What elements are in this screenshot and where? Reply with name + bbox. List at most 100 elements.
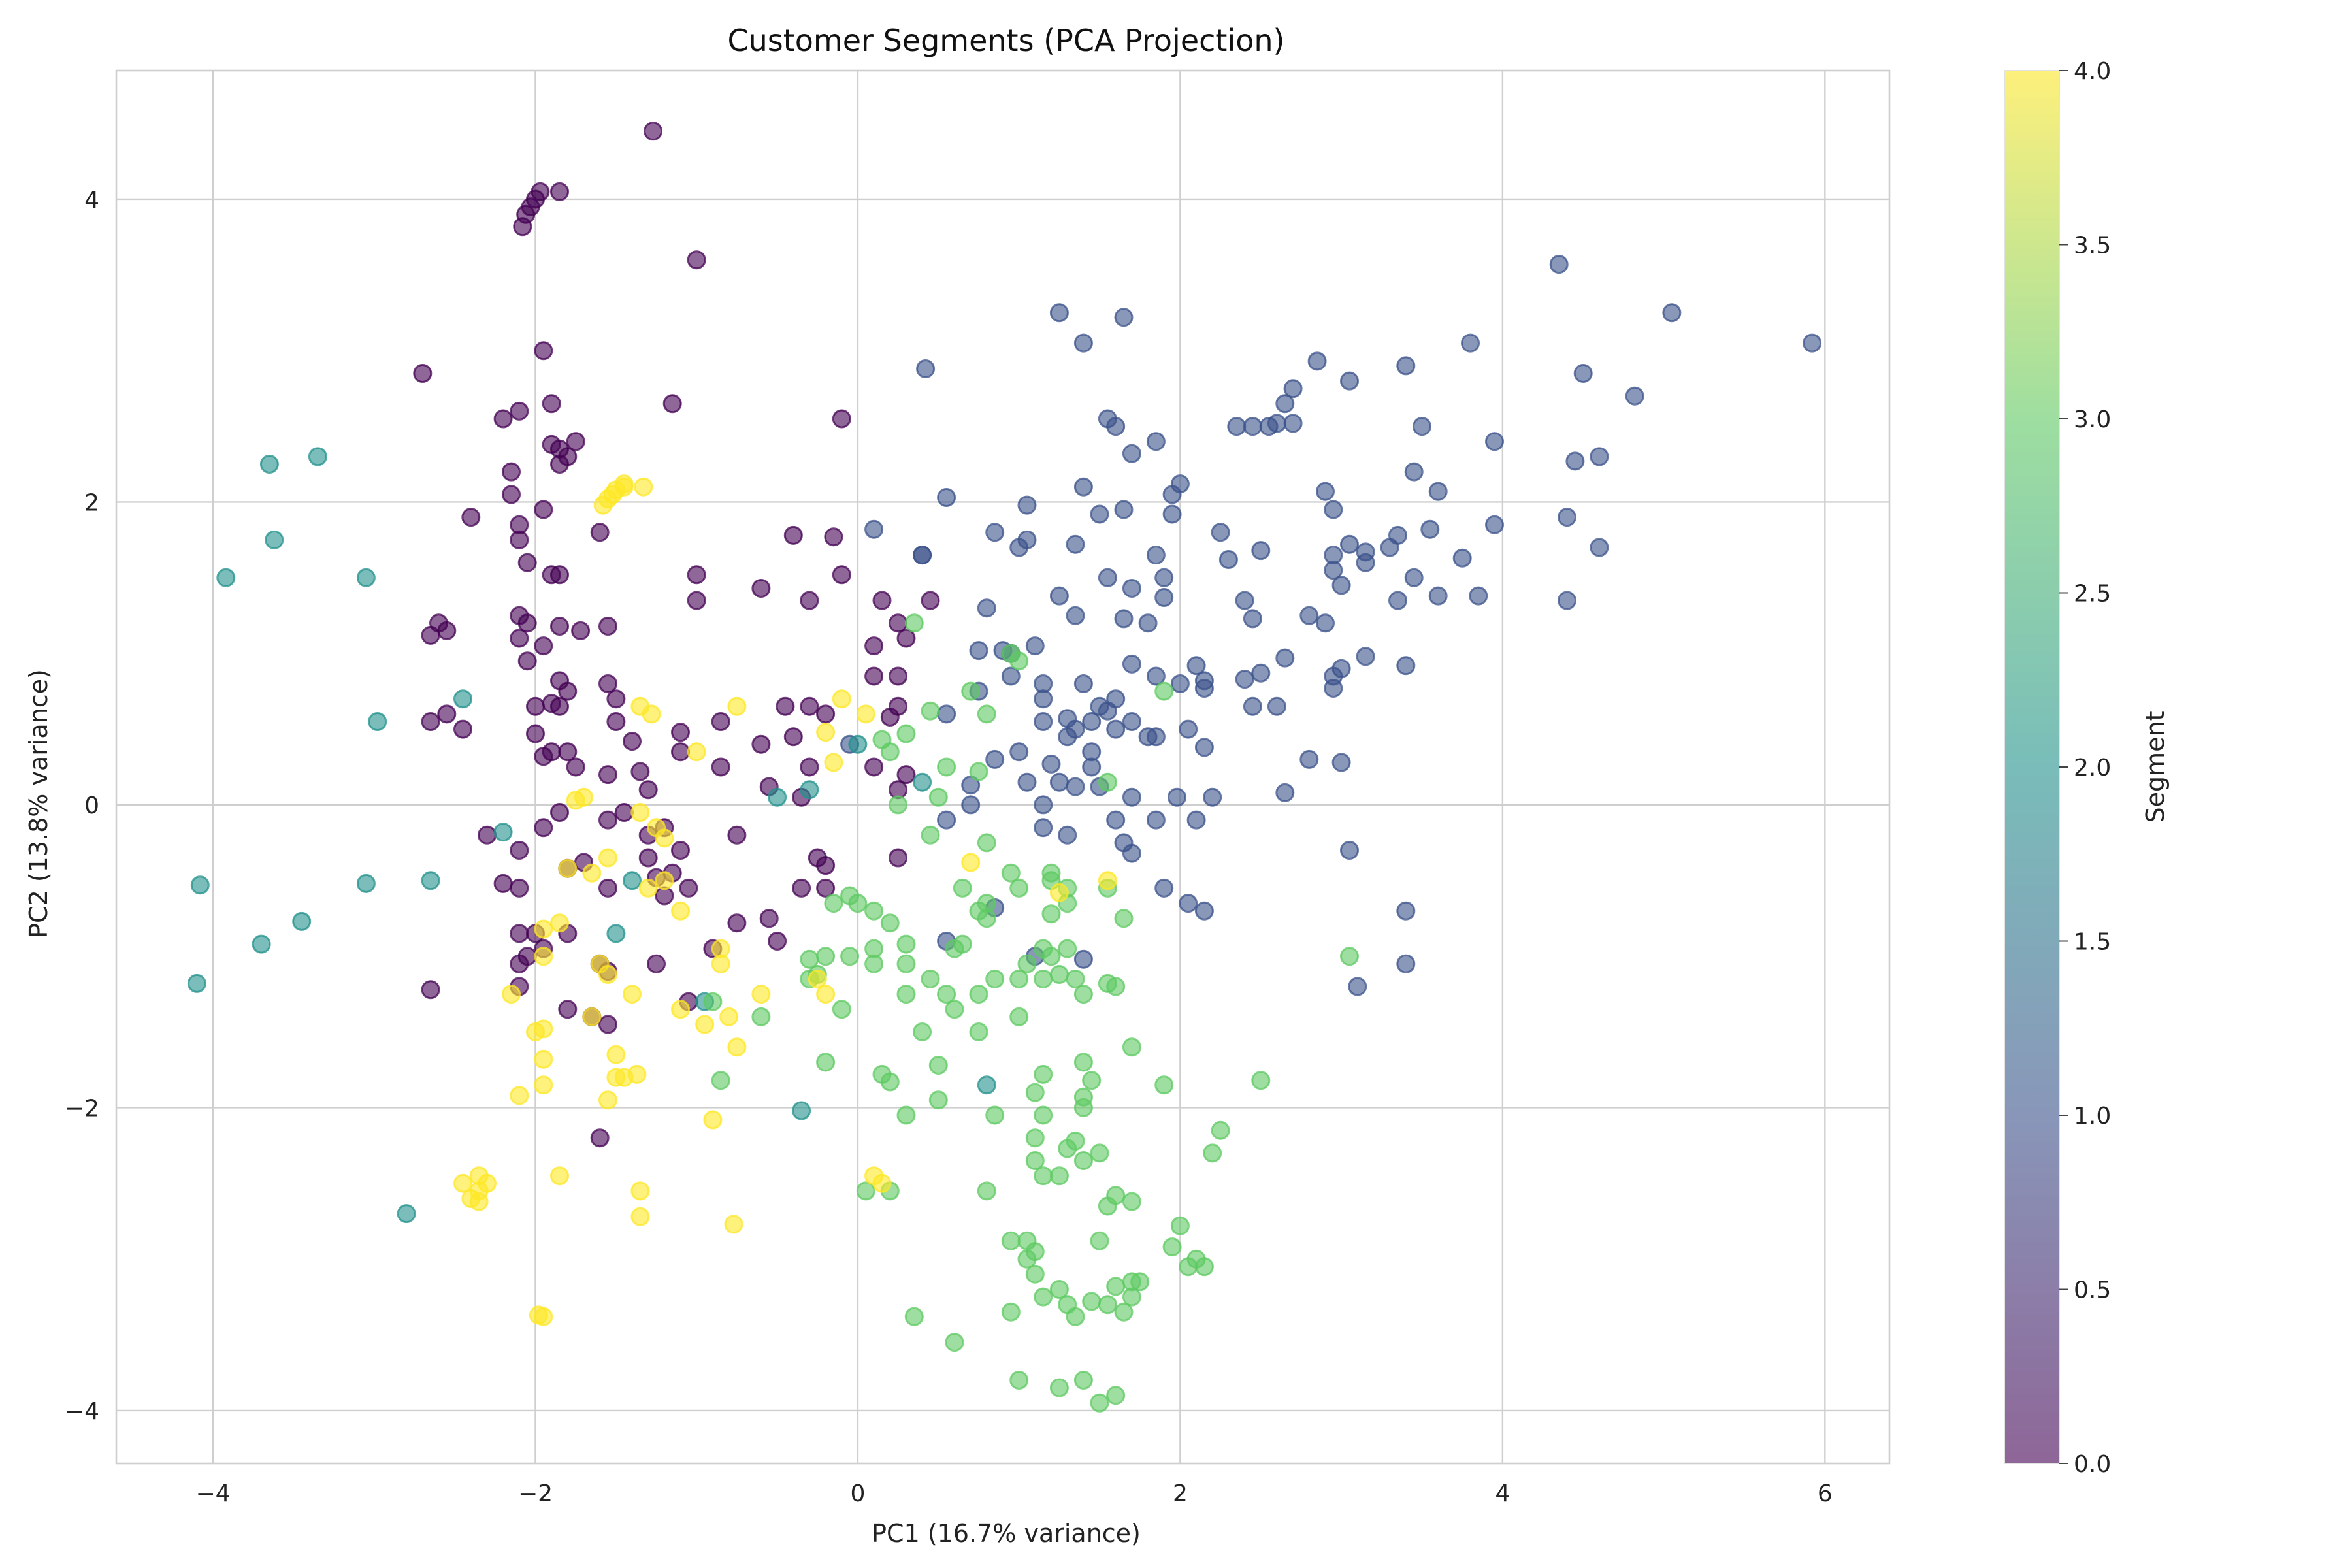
- data-point: [1001, 1302, 1021, 1322]
- data-point: [1073, 1053, 1093, 1072]
- data-point: [1106, 1277, 1126, 1296]
- data-point: [832, 565, 851, 585]
- data-point: [1009, 1007, 1029, 1026]
- data-point: [808, 848, 827, 868]
- data-point: [1243, 417, 1262, 436]
- data-point: [889, 848, 908, 868]
- data-point: [517, 613, 537, 633]
- data-point: [1034, 1105, 1053, 1125]
- data-point: [1098, 772, 1117, 792]
- data-point: [671, 742, 690, 762]
- data-point: [1194, 901, 1214, 921]
- data-point: [751, 579, 771, 598]
- data-point: [526, 724, 545, 743]
- data-point: [642, 704, 661, 724]
- data-point: [598, 878, 617, 898]
- data-point: [1073, 1098, 1093, 1117]
- colorbar-tick-label: 3.5: [2074, 233, 2111, 259]
- data-point: [1324, 500, 1343, 519]
- data-point: [816, 723, 836, 742]
- colorbar-tick-label: 4.0: [2074, 58, 2111, 85]
- data-point: [1082, 757, 1102, 777]
- data-point: [1267, 696, 1286, 716]
- data-point: [889, 613, 908, 633]
- data-point: [534, 747, 553, 766]
- data-point: [630, 1207, 650, 1226]
- data-point: [1420, 519, 1440, 539]
- data-point: [687, 250, 706, 270]
- data-point: [558, 742, 578, 762]
- data-point: [1283, 379, 1303, 399]
- data-point: [534, 1019, 553, 1039]
- data-point: [1662, 303, 1682, 323]
- plot-frame: [115, 69, 1891, 1465]
- data-point: [590, 1128, 610, 1148]
- data-point: [606, 924, 626, 943]
- data-point: [1058, 727, 1077, 747]
- colorbar-tick-label: 1.5: [2074, 929, 2111, 956]
- data-point: [1251, 1071, 1271, 1090]
- data-point: [1073, 949, 1093, 969]
- data-point: [190, 875, 210, 895]
- data-point: [638, 878, 658, 898]
- data-point: [848, 734, 868, 754]
- data-point: [719, 1007, 739, 1026]
- data-point: [550, 696, 569, 716]
- data-point: [647, 954, 666, 973]
- data-point: [1154, 1075, 1174, 1095]
- data-point: [937, 488, 956, 507]
- data-point: [937, 757, 956, 777]
- data-point: [880, 913, 900, 933]
- data-point: [703, 992, 723, 1011]
- data-point: [1404, 462, 1424, 482]
- data-point: [1558, 591, 1576, 610]
- data-point: [1025, 1264, 1045, 1284]
- data-point: [469, 1192, 489, 1211]
- data-point: [1041, 754, 1061, 774]
- data-point: [832, 1000, 851, 1019]
- colorbar: 0.0 0.5 1.0 1.5 2.0 2.5 3.0 3.5 4.0 Segment: [2004, 58, 2170, 1478]
- data-point: [513, 217, 532, 237]
- data-point: [1009, 651, 1029, 671]
- data-point: [1396, 954, 1416, 973]
- data-point: [1082, 712, 1102, 731]
- data-point: [534, 1049, 553, 1069]
- data-point: [1558, 508, 1576, 527]
- data-point: [1073, 1371, 1093, 1390]
- data-point: [751, 734, 771, 754]
- data-point: [1162, 1237, 1182, 1257]
- data-point: [1058, 1139, 1077, 1158]
- data-point: [421, 625, 440, 645]
- data-point: [945, 1333, 964, 1352]
- colorbar-tick-label: 3.0: [2074, 406, 2111, 433]
- data-point: [1066, 1307, 1085, 1326]
- data-point: [1090, 1231, 1109, 1250]
- data-point: [1428, 586, 1448, 606]
- data-point: [1034, 1064, 1053, 1084]
- data-point: [889, 696, 908, 716]
- y-tick-label: 2: [84, 489, 99, 516]
- x-tick-label: 6: [1818, 1480, 1833, 1507]
- data-point: [1041, 863, 1061, 883]
- data-point: [1122, 579, 1141, 598]
- data-point: [550, 803, 569, 822]
- data-point: [1017, 1249, 1037, 1269]
- data-point: [1001, 666, 1021, 686]
- data-point: [292, 911, 312, 931]
- data-point: [510, 629, 529, 648]
- data-point: [606, 712, 626, 731]
- data-point: [1098, 568, 1117, 587]
- data-point: [824, 527, 843, 547]
- data-point: [1356, 647, 1375, 666]
- data-point: [598, 1090, 617, 1110]
- data-point: [916, 359, 936, 378]
- data-point: [623, 732, 642, 751]
- data-point: [800, 591, 819, 610]
- data-point: [1170, 674, 1190, 693]
- data-point: [517, 651, 537, 671]
- data-point: [571, 621, 591, 640]
- data-point: [623, 871, 642, 890]
- data-point: [1138, 727, 1158, 747]
